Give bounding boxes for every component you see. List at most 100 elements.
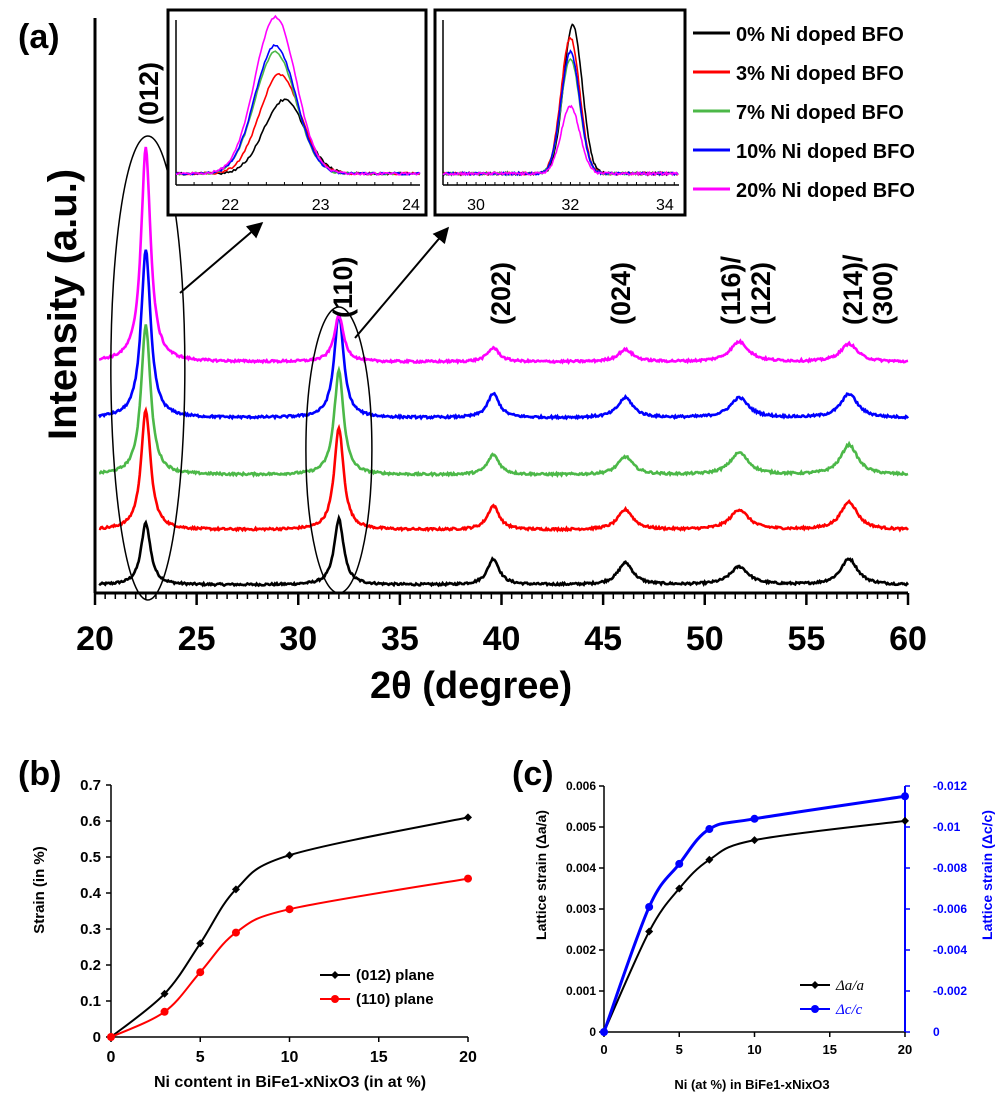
- legend-label-0: 0% Ni doped BFO: [736, 24, 904, 46]
- series-line-2: [98, 324, 909, 478]
- panel-b-point: [231, 928, 240, 937]
- panel-c-xtick-label: 10: [747, 1042, 761, 1057]
- panel-c-y2tick-label: -0.002: [933, 984, 967, 998]
- panel-a-label: (a): [18, 18, 60, 56]
- panel-c-point: [675, 859, 684, 868]
- panel-a-curves: [97, 135, 910, 601]
- panel-c-ytick-label: 0.002: [566, 943, 596, 957]
- panel-b-xlabel: Ni content in BiFe1-xNixO3 (in at %): [154, 1074, 426, 1091]
- panel-a: (a) Intensity (a.u.) 2θ (degree) 20 25 30 3…: [18, 8, 927, 707]
- panel-a-xtick-label: 20: [76, 620, 114, 658]
- ellipse-110: [305, 306, 373, 594]
- panel-c-y2label: Lattice strain (Δc/c): [979, 810, 995, 940]
- panel-b-point: [160, 989, 169, 998]
- inset-series-line-4: [176, 14, 421, 176]
- peak-label-5: (214)/: [838, 254, 868, 325]
- panel-b-point: [107, 1033, 115, 1041]
- panel-c-y2tick-label: 0: [933, 1025, 940, 1039]
- panel-c-ytick-label: 0.006: [566, 779, 596, 793]
- inset-xtick-label: 30: [467, 197, 485, 214]
- panel-c-series-line-0: [603, 819, 906, 1033]
- panel-c-y2tick-label: -0.01: [933, 820, 961, 834]
- panel-c-xtick-label: 5: [676, 1042, 683, 1057]
- legend-label-4: 20% Ni doped BFO: [736, 180, 915, 202]
- legend-label-2: 7% Ni doped BFO: [736, 102, 904, 124]
- inset-series-line-4: [442, 104, 679, 177]
- panel-c-ytick-label: 0.005: [566, 820, 596, 834]
- inset-2: 30 32 34: [433, 8, 687, 217]
- panel-c-xtick-label: 0: [600, 1042, 607, 1057]
- arrow-inset-2: [354, 226, 450, 339]
- legend-label-3: 10% Ni doped BFO: [736, 141, 915, 163]
- panel-a-xtick-label: 40: [483, 620, 521, 658]
- panel-c-point: [901, 792, 909, 801]
- panel-b-xtick-label: 10: [281, 1049, 299, 1066]
- panel-b-point: [196, 968, 205, 977]
- panel-c-y2tick-label: -0.004: [933, 943, 967, 957]
- peak-label-4: (122): [746, 262, 776, 325]
- panel-b-xtick-label: 5: [196, 1049, 205, 1066]
- panel-b-ylabel: Strain (in %): [31, 846, 48, 934]
- panel-b-point: [464, 813, 472, 822]
- panel-c-xlabel: Ni (at %) in BiFe1-xNixO3: [674, 1077, 829, 1092]
- panel-c-y2tick-label: -0.008: [933, 861, 967, 875]
- panel-c-ytick-label: 0.003: [566, 902, 596, 916]
- panel-a-xticks: 20 25 30 35 40 45 50 55 60: [76, 620, 927, 658]
- panel-b: (b) Strain (in %) Ni content in BiFe1-xN…: [18, 755, 477, 1091]
- panel-c-plot: 0 0.001 0.002 0.003 0.004 0.005 0.006 0 -0.002 -0…: [566, 779, 967, 1057]
- panel-c-ytick-label: 0: [589, 1025, 596, 1039]
- panel-a-peak-labels: (012) (110) (202) (024) (116)/(122) (214)/(30…: [134, 62, 898, 325]
- panel-b-label: (b): [18, 755, 61, 793]
- panel-b-xtick-label: 0: [107, 1049, 116, 1066]
- panel-c-ytick-label: 0.004: [566, 861, 596, 875]
- legend-label-1: 3% Ni doped BFO: [736, 63, 904, 85]
- panel-c-point: [705, 825, 714, 834]
- series-line-0: [98, 513, 910, 588]
- peak-label-1: (110): [328, 256, 358, 318]
- panel-b-plot: 0 0.1 0.2 0.3 0.4 0.5 0.6 0.7 0 5 10 15 20 (012) plan…: [80, 777, 477, 1066]
- panel-a-axes: [93, 18, 910, 605]
- panel-c-point: [600, 1028, 608, 1036]
- inset-xtick-label: 24: [402, 197, 420, 214]
- series-line-3: [97, 249, 910, 421]
- panel-a-legend: 0% Ni doped BFO 3% Ni doped BFO 7% Ni dope…: [693, 24, 915, 202]
- inset-xtick-label: 22: [221, 197, 239, 214]
- panel-c: (c) Lattice strain (Δa/a) Lattice strain…: [512, 755, 995, 1092]
- panel-c-legend-marker: [811, 1005, 819, 1013]
- series-line-4: [98, 146, 909, 365]
- panel-b-legend-marker: [331, 995, 339, 1003]
- panel-b-legend-label-1: (110) plane: [356, 991, 434, 1008]
- panel-c-point: [645, 902, 654, 911]
- panel-b-legend-label-0: (012) plane: [356, 967, 434, 984]
- peak-label-2: (202): [486, 262, 516, 325]
- panel-a-insets: 22 23 24 30 32 34: [166, 8, 687, 217]
- panel-b-point: [196, 939, 205, 948]
- panel-c-point: [705, 855, 714, 864]
- panel-b-point: [285, 905, 294, 914]
- panel-a-xtick-label: 35: [381, 620, 419, 658]
- inset-xtick-label: 23: [312, 197, 330, 214]
- panel-b-point: [160, 1007, 169, 1016]
- panel-a-xtick-label: 30: [279, 620, 317, 658]
- panel-c-point: [750, 814, 759, 823]
- panel-c-point: [750, 836, 759, 845]
- panel-c-point: [645, 927, 654, 936]
- panel-b-xtick-label: 20: [459, 1049, 477, 1066]
- panel-b-ytick-label: 0.3: [80, 921, 101, 938]
- panel-a-xtick-label: 25: [178, 620, 216, 658]
- panel-c-series-line-1: [602, 794, 906, 1033]
- panel-c-point: [675, 884, 684, 893]
- peak-label-3: (024): [606, 262, 636, 325]
- panel-b-ytick-label: 0.6: [80, 813, 101, 830]
- panel-c-label: (c): [512, 755, 554, 793]
- panel-c-y2tick-label: -0.012: [933, 779, 967, 793]
- panel-a-xtick-label: 50: [686, 620, 724, 658]
- ellipse-012: [110, 135, 186, 601]
- inset-xtick-label: 32: [562, 197, 580, 214]
- panel-b-xtick-label: 15: [370, 1049, 388, 1066]
- panel-b-ytick-label: 0.5: [80, 849, 101, 866]
- panel-c-xtick-label: 15: [823, 1042, 837, 1057]
- panel-a-xtick-label: 55: [787, 620, 825, 658]
- panel-b-point: [464, 874, 472, 883]
